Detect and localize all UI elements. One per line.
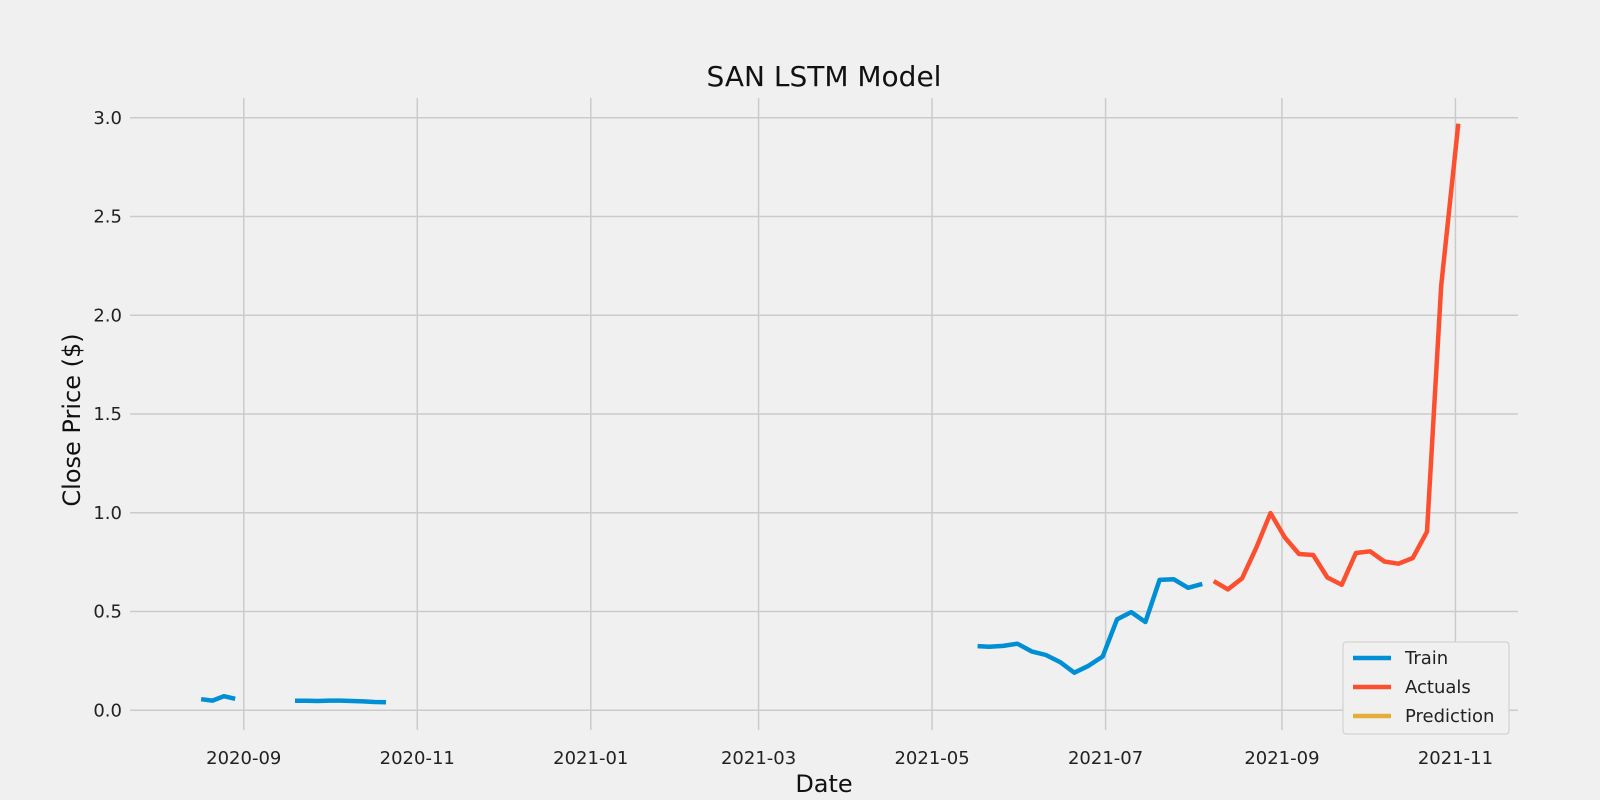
legend-label-prediction: Prediction	[1405, 706, 1494, 727]
legend: Train Actuals Prediction	[1342, 641, 1510, 735]
grid	[130, 98, 1518, 730]
y-tick-label: 1.0	[93, 503, 122, 524]
legend-box	[1342, 641, 1510, 735]
x-tick-label: 2021-01	[553, 748, 628, 769]
series-line-train	[977, 577, 1203, 675]
y-tick-label: 0.0	[93, 700, 122, 721]
legend-label-actuals: Actuals	[1405, 677, 1471, 698]
x-axis-label: Date	[795, 770, 852, 798]
y-tick-label: 0.5	[93, 602, 122, 623]
series-line-train	[295, 698, 387, 705]
x-tick-label: 2021-07	[1068, 748, 1143, 769]
y-tick-label: 1.5	[93, 404, 122, 425]
y-axis-label: Close Price ($)	[58, 333, 86, 506]
x-tick-label: 2021-05	[894, 748, 969, 769]
tick-labels: 2020-09 2020-11 2021-01 2021-03 2021-05 2021-…	[93, 108, 1493, 769]
series-lines	[200, 123, 1461, 705]
series-line-train	[200, 693, 236, 703]
y-tick-label: 3.0	[93, 108, 122, 129]
legend-label-train: Train	[1404, 648, 1448, 669]
x-tick-label: 2020-09	[206, 748, 281, 769]
y-tick-label: 2.5	[93, 207, 122, 228]
chart-title: SAN LSTM Model	[707, 60, 942, 93]
x-tick-label: 2020-11	[380, 748, 455, 769]
x-tick-label: 2021-09	[1244, 748, 1319, 769]
x-tick-label: 2021-03	[721, 748, 796, 769]
y-tick-label: 2.0	[93, 305, 122, 326]
x-tick-label: 2021-11	[1418, 748, 1493, 769]
series-line-actuals	[1212, 123, 1461, 592]
